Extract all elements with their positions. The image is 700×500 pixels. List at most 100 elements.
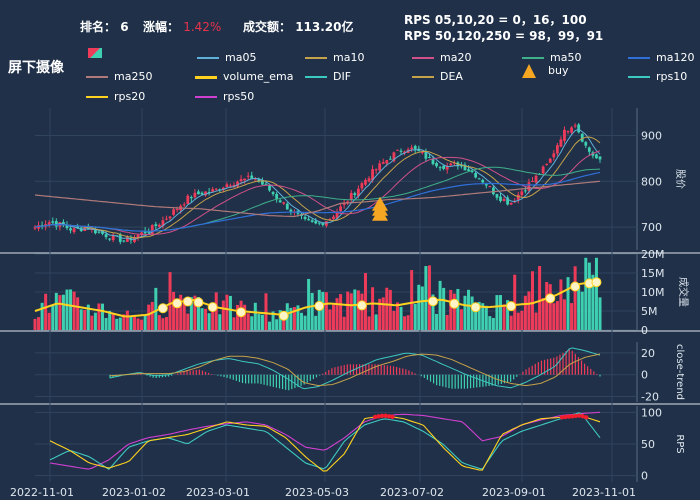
volume-tick-label: 10M <box>641 286 665 299</box>
volume-bar <box>268 321 272 330</box>
candle-body <box>371 169 374 181</box>
legend-ma10[interactable]: ma10 <box>305 51 364 64</box>
candle-body <box>502 199 506 201</box>
legend-rps50[interactable]: rps50 <box>195 90 254 103</box>
candle-body <box>268 185 271 191</box>
volume-bar <box>488 316 492 330</box>
rps-strength-marker <box>390 414 395 420</box>
volume-bar <box>456 288 460 330</box>
candle-body <box>125 236 129 242</box>
legend-candles[interactable] <box>88 48 102 61</box>
volume-bar <box>93 312 97 330</box>
volume-bar <box>182 298 186 330</box>
candle-body <box>101 230 104 234</box>
legend-dea[interactable]: DEA <box>412 70 463 83</box>
volume-bar <box>72 291 76 330</box>
legend-dif[interactable]: DIF <box>305 70 351 83</box>
volume-bar <box>477 301 481 330</box>
volume-bar <box>321 291 325 330</box>
y-axis-label: close-trend <box>674 344 685 400</box>
macd-tick-label: 0 <box>641 369 648 382</box>
candle-body <box>122 240 126 242</box>
volume-marker <box>236 307 247 318</box>
volume-bar <box>243 304 247 330</box>
candle-body <box>563 129 566 141</box>
rps-strength-marker <box>570 414 575 419</box>
legend-ma50[interactable]: ma50 <box>522 51 581 64</box>
volume-bar <box>545 281 549 330</box>
rank-info: 排名： 6 <box>80 18 129 35</box>
candle-body <box>257 178 261 182</box>
legend-buy[interactable]: buy <box>522 64 568 78</box>
volume-bar <box>449 289 453 330</box>
candle-body <box>69 228 72 231</box>
volume-bar <box>125 310 129 330</box>
volume-bar <box>374 314 378 330</box>
ma50-line <box>34 166 601 232</box>
candle-body <box>104 234 108 238</box>
rps-strength-marker <box>580 414 585 419</box>
volume-marker <box>506 301 517 312</box>
volume-bar <box>385 287 389 330</box>
volume-bar <box>381 297 385 330</box>
rps-short-info: RPS 05,10,20 = 0，16，100 <box>404 13 587 27</box>
legend-rps20[interactable]: rps20 <box>86 90 145 103</box>
candle-body <box>307 219 311 221</box>
volume-marker <box>356 300 367 311</box>
candle-body <box>491 187 495 195</box>
volume-bar <box>591 274 595 330</box>
candle-body <box>481 179 485 183</box>
volume-bar <box>189 297 193 330</box>
volume-bar <box>147 304 151 330</box>
volume-bar <box>228 295 232 330</box>
legend-dif-label: DIF <box>333 70 352 83</box>
volume-bar <box>406 315 410 330</box>
legend-ma120[interactable]: ma120 <box>628 51 694 64</box>
volume-marker <box>545 293 556 304</box>
rps50-line <box>49 411 601 470</box>
rps-strength-marker <box>559 415 565 420</box>
volume-bar <box>97 303 101 330</box>
candle-body <box>580 133 584 142</box>
volume-bar <box>459 309 463 330</box>
candle-body <box>495 194 499 198</box>
rps-strength-marker <box>383 413 388 418</box>
volume-bar <box>594 257 598 330</box>
legend-ma250-label: ma250 <box>114 70 153 83</box>
volume-tick-label: 20M <box>641 248 665 261</box>
volume-bar <box>296 305 300 330</box>
volume-bar <box>157 315 161 330</box>
candle-body <box>356 188 360 197</box>
volume-bar <box>289 307 293 330</box>
volume-bar <box>37 317 41 330</box>
candle-body <box>467 169 470 171</box>
volume-bar <box>516 312 520 330</box>
macd-histogram <box>109 349 601 391</box>
legend-ma20[interactable]: ma20 <box>412 51 471 64</box>
rps-strength-marker <box>583 415 589 420</box>
volume-bar <box>69 289 73 330</box>
volume-bar <box>499 295 503 330</box>
candle-body <box>470 170 474 172</box>
volume-bar <box>250 316 254 330</box>
volume-bar <box>132 315 136 330</box>
volume-bar <box>86 304 90 330</box>
volume-bar <box>445 314 449 330</box>
volume-bar <box>392 310 396 330</box>
candle-body <box>282 202 286 204</box>
candle-body <box>275 193 279 199</box>
volume-marker <box>449 298 460 309</box>
legend-ma250[interactable]: ma250 <box>86 70 152 83</box>
volume-bar <box>282 318 286 330</box>
volume-bar <box>172 291 176 330</box>
volume-marker <box>570 281 581 292</box>
candle-body <box>51 221 55 223</box>
legend-buy-label: buy <box>548 64 569 77</box>
x-tick-label: 2023-03-01 <box>186 486 250 499</box>
legend-volume-ema[interactable]: volume_ema <box>195 70 293 83</box>
candle-body <box>200 192 204 195</box>
candle-body <box>143 231 147 234</box>
volume-bar <box>175 305 179 330</box>
legend-rps10[interactable]: rps10 <box>628 70 687 83</box>
legend-ma05[interactable]: ma05 <box>197 51 256 64</box>
